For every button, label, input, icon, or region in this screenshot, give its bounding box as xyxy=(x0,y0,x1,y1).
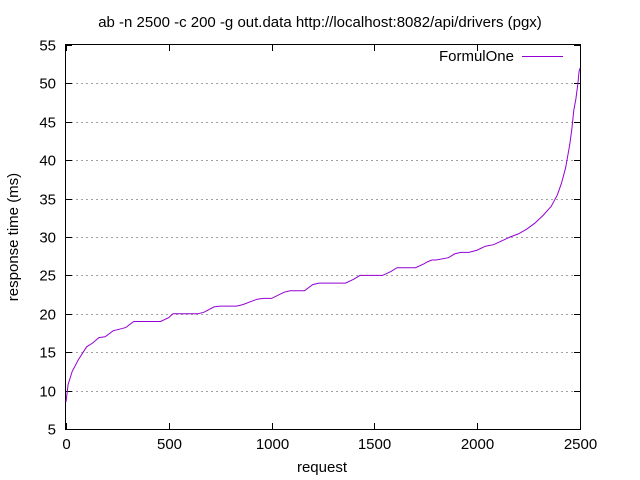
x-tick-label: 1500 xyxy=(358,436,391,453)
x-tick-label: 1000 xyxy=(256,436,289,453)
y-axis-label: response time (ms) xyxy=(5,173,22,301)
series-line xyxy=(65,67,581,403)
x-tick-label: 2500 xyxy=(564,436,597,453)
x-tick-label: 0 xyxy=(62,436,70,453)
y-tick-label: 55 xyxy=(39,38,56,55)
y-tick-label: 25 xyxy=(39,268,56,285)
y-tick-label: 30 xyxy=(39,230,56,247)
y-tick-label: 35 xyxy=(39,192,56,209)
y-tick-label: 20 xyxy=(39,307,56,324)
legend: FormulOne xyxy=(439,48,563,65)
gridlines xyxy=(66,83,580,392)
y-tick-label: 5 xyxy=(48,422,56,439)
y-tick-label: 10 xyxy=(39,384,56,401)
legend-label: FormulOne xyxy=(439,48,514,65)
plot-frame xyxy=(65,44,581,430)
axis-ticks: 5 10 15 20 25 30 35 40 45 50 55 0 500 1000 1500 2000 250… xyxy=(39,38,597,454)
y-tick-label: 40 xyxy=(39,153,56,170)
x-tick-label: 2000 xyxy=(461,436,494,453)
y-tick-label: 45 xyxy=(39,115,56,132)
x-tick-label: 500 xyxy=(157,436,182,453)
series-layer xyxy=(65,67,581,403)
y-tick-label: 50 xyxy=(39,76,56,93)
x-axis-label: request xyxy=(297,459,348,476)
y-tick-label: 15 xyxy=(39,345,56,362)
chart-title: ab -n 2500 -c 200 -g out.data http://loc… xyxy=(98,14,542,31)
